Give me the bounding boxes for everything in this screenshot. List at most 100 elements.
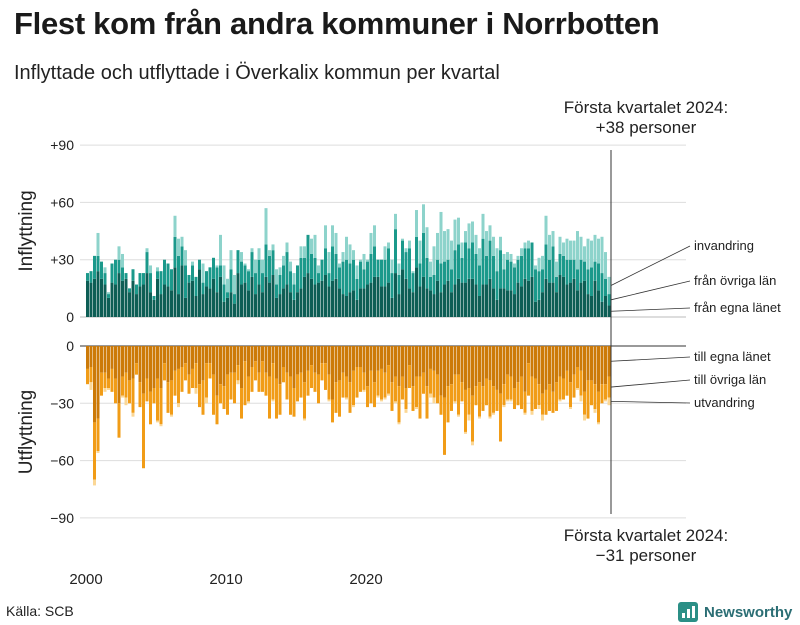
bar-in-egna_in bbox=[254, 294, 257, 317]
bar-out-ovriga_ut bbox=[303, 382, 306, 419]
bar-in-invandring bbox=[278, 267, 282, 275]
bar-out-utvandring bbox=[541, 414, 544, 421]
bar-out-ovriga_ut bbox=[208, 363, 212, 379]
bar-out-egna_ut bbox=[96, 346, 100, 419]
bar-out-ovriga_ut bbox=[135, 363, 138, 375]
bar-out-ovriga_ut bbox=[159, 388, 163, 425]
bar-out-ovriga_ut bbox=[523, 391, 527, 413]
bar-in-egna_in bbox=[467, 278, 471, 317]
bar-in-egna_in bbox=[215, 292, 219, 317]
bar-out-ovriga_ut bbox=[436, 374, 439, 404]
bar-in-egna_in bbox=[523, 278, 527, 317]
bar-out-egna_ut bbox=[159, 346, 163, 389]
bar-in-ovriga_in bbox=[306, 234, 310, 274]
bar-out-ovriga_ut bbox=[194, 363, 198, 389]
bar-out-ovriga_ut bbox=[380, 368, 383, 400]
bar-out-egna_ut bbox=[516, 346, 520, 383]
bar-in-invandring bbox=[481, 213, 485, 239]
bar-out-egna_ut bbox=[530, 346, 534, 377]
bar-out-ovriga_ut bbox=[516, 382, 520, 406]
bar-out-egna_ut bbox=[597, 346, 600, 392]
bar-in-ovriga_in bbox=[523, 248, 527, 279]
bar-in-invandring bbox=[439, 211, 443, 264]
bar-in-ovriga_in bbox=[376, 259, 380, 277]
bar-in-invandring bbox=[429, 261, 432, 277]
bar-out-utvandring bbox=[492, 412, 495, 415]
bar-out-ovriga_ut bbox=[534, 378, 537, 410]
bar-in-invandring bbox=[604, 252, 607, 279]
bar-in-invandring bbox=[541, 255, 544, 270]
bar-in-egna_in bbox=[275, 297, 278, 317]
bar-out-utvandring bbox=[530, 410, 534, 415]
bar-in-invandring bbox=[446, 229, 450, 260]
bar-out-ovriga_ut bbox=[579, 370, 583, 396]
bar-in-egna_in bbox=[124, 278, 128, 317]
bar-in-egna_in bbox=[303, 276, 306, 317]
bar-in-invandring bbox=[464, 231, 467, 243]
bar-out-egna_ut bbox=[201, 346, 205, 381]
bar-out-egna_ut bbox=[334, 346, 338, 383]
bar-out-ovriga_ut bbox=[422, 372, 425, 394]
bar-out-ovriga_ut bbox=[565, 370, 569, 396]
bar-out-ovriga_ut bbox=[285, 372, 289, 400]
bar-out-ovriga_ut bbox=[215, 395, 219, 425]
bar-out-egna_ut bbox=[229, 346, 233, 373]
bar-out-egna_ut bbox=[432, 346, 436, 371]
bar-in-invandring bbox=[509, 253, 513, 262]
brand-logo[interactable]: Newsworthy bbox=[678, 600, 792, 624]
bar-out-ovriga_ut bbox=[464, 389, 467, 432]
bar-out-utvandring bbox=[457, 414, 460, 417]
bar-out-egna_ut bbox=[156, 346, 159, 379]
bar-in-egna_in bbox=[306, 273, 310, 317]
bar-in-invandring bbox=[443, 231, 446, 262]
bar-in-ovriga_in bbox=[604, 278, 607, 296]
bar-out-ovriga_ut bbox=[537, 384, 541, 406]
legend-label-top: från egna länet bbox=[694, 300, 781, 315]
bar-out-egna_ut bbox=[572, 346, 576, 375]
bar-in-egna_in bbox=[236, 273, 240, 317]
x-tick-label: 2020 bbox=[349, 571, 382, 588]
bar-out-egna_ut bbox=[264, 346, 268, 373]
bar-out-egna_ut bbox=[114, 346, 117, 379]
bar-out-egna_ut bbox=[219, 346, 222, 385]
bar-in-egna_in bbox=[93, 278, 96, 317]
bar-out-ovriga_ut bbox=[418, 376, 422, 419]
bar-in-egna_in bbox=[520, 286, 523, 317]
bar-out-ovriga_ut bbox=[149, 391, 152, 425]
bar-out-egna_ut bbox=[135, 346, 138, 364]
bar-out-egna_ut bbox=[317, 346, 320, 375]
bar-out-ovriga_ut bbox=[541, 393, 544, 415]
bar-out-egna_ut bbox=[278, 346, 282, 385]
bar-in-ovriga_in bbox=[226, 292, 229, 298]
bar-out-utvandring bbox=[506, 399, 509, 402]
bar-in-ovriga_in bbox=[600, 273, 604, 302]
bar-in-invandring bbox=[408, 240, 411, 249]
bar-in-invandring bbox=[222, 265, 226, 285]
bar-in-egna_in bbox=[562, 276, 565, 317]
bar-out-egna_ut bbox=[170, 346, 173, 381]
bar-in-invandring bbox=[317, 265, 320, 274]
bar-in-egna_in bbox=[177, 294, 180, 317]
bar-in-egna_in bbox=[352, 290, 355, 317]
bar-out-egna_ut bbox=[429, 346, 432, 369]
bar-out-ovriga_ut bbox=[446, 386, 450, 423]
bar-in-egna_in bbox=[495, 299, 499, 317]
bar-in-ovriga_in bbox=[352, 259, 355, 291]
bar-out-ovriga_ut bbox=[296, 374, 299, 402]
bar-in-ovriga_in bbox=[142, 273, 145, 285]
bar-out-ovriga_ut bbox=[254, 361, 257, 381]
bar-in-invandring bbox=[268, 250, 271, 256]
bar-out-ovriga_ut bbox=[607, 376, 611, 398]
bar-in-invandring bbox=[345, 236, 348, 260]
bar-out-egna_ut bbox=[299, 346, 303, 373]
bar-in-invandring bbox=[173, 215, 177, 237]
bar-out-egna_ut bbox=[89, 346, 93, 368]
bar-in-egna_in bbox=[152, 299, 156, 317]
bar-in-egna_in bbox=[565, 284, 569, 317]
bar-out-egna_ut bbox=[569, 346, 572, 383]
bar-out-utvandring bbox=[327, 399, 331, 402]
bar-out-ovriga_ut bbox=[509, 376, 513, 400]
bar-out-ovriga_ut bbox=[425, 386, 429, 419]
bar-in-ovriga_in bbox=[597, 263, 600, 291]
